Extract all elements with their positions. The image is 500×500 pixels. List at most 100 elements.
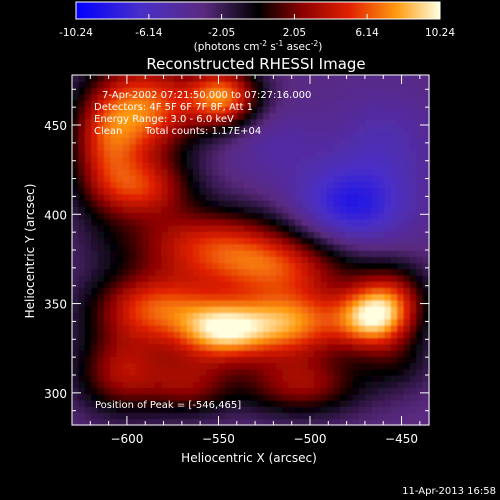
heatmap-cell: [358, 143, 366, 151]
heatmap-cell: [288, 268, 296, 276]
heatmap-cell: [403, 400, 411, 407]
heatmap-cell: [276, 356, 283, 364]
heatmap-cell: [352, 218, 360, 226]
heatmap-cell: [237, 125, 245, 132]
heatmap-cell: [409, 225, 417, 232]
heatmap-cell: [397, 237, 405, 245]
heatmap-cell: [237, 206, 245, 214]
heatmap-cell: [384, 193, 392, 201]
heatmap-cell: [129, 318, 137, 326]
heatmap-cell: [371, 406, 379, 414]
heatmap-cell: [365, 418, 373, 426]
heatmap-cell: [378, 312, 385, 320]
heatmap-cell: [129, 137, 137, 145]
heatmap-cell: [205, 343, 213, 351]
heatmap-cell: [397, 406, 405, 414]
heatmap-cell: [142, 168, 150, 176]
heatmap-cell: [409, 131, 417, 139]
y-tick-label: 450: [44, 119, 67, 133]
heatmap-cell: [301, 112, 309, 120]
heatmap-cell: [212, 75, 220, 82]
heatmap-cell: [212, 337, 220, 345]
heatmap-cell: [205, 331, 213, 339]
heatmap-cell: [314, 250, 322, 257]
heatmap-cell: [263, 250, 271, 257]
heatmap-cell: [123, 312, 130, 320]
heatmap-cell: [72, 200, 79, 207]
heatmap-cell: [384, 406, 392, 414]
heatmap-cell: [193, 300, 201, 307]
heatmap-cell: [186, 150, 194, 157]
heatmap-cell: [384, 93, 392, 101]
heatmap-cell: [193, 318, 201, 326]
heatmap-cell: [263, 243, 271, 251]
heatmap-cell: [339, 87, 347, 95]
heatmap-cell: [91, 387, 99, 395]
heatmap-cell: [314, 406, 322, 414]
heatmap-cell: [174, 275, 181, 282]
heatmap-cell: [116, 375, 124, 382]
heatmap-cell: [180, 193, 188, 201]
heatmap-cell: [161, 143, 169, 151]
heatmap-cell: [244, 100, 252, 107]
heatmap-cell: [78, 368, 86, 376]
heatmap-cell: [148, 256, 156, 264]
peak-position-annotation: Position of Peak = [-546,465]: [95, 400, 241, 411]
heatmap-cell: [269, 387, 277, 395]
heatmap-cell: [186, 206, 194, 214]
heatmap-cell: [371, 231, 379, 239]
heatmap-cell: [288, 150, 296, 157]
heatmap-cell: [422, 81, 430, 89]
heatmap-cell: [135, 412, 143, 420]
heatmap-cell: [84, 212, 92, 220]
heatmap-cell: [256, 225, 264, 232]
heatmap-cell: [371, 143, 379, 151]
heatmap-cell: [352, 106, 360, 114]
heatmap-cell: [72, 387, 79, 395]
heatmap-cell: [346, 262, 354, 270]
heatmap-cell: [358, 381, 366, 389]
heatmap-cell: [339, 212, 347, 220]
heatmap-cell: [205, 225, 213, 232]
heatmap-cell: [84, 268, 92, 276]
heatmap-cell: [390, 287, 398, 295]
heatmap-cell: [269, 243, 277, 251]
heatmap-cell: [346, 337, 354, 345]
heatmap-cell: [110, 100, 118, 107]
heatmap-cell: [263, 318, 271, 326]
heatmap-cell: [339, 406, 347, 414]
heatmap-cell: [276, 150, 283, 157]
heatmap-cell: [282, 225, 290, 232]
heatmap-cell: [135, 312, 143, 320]
heatmap-cell: [154, 256, 162, 264]
heatmap-cell: [282, 300, 290, 307]
heatmap-cell: [333, 168, 341, 176]
heatmap-cell: [333, 400, 341, 407]
heatmap-cell: [161, 118, 169, 126]
heatmap-cell: [422, 368, 430, 376]
heatmap-cell: [91, 287, 99, 295]
heatmap-cell: [231, 75, 239, 82]
heatmap-cell: [352, 225, 360, 232]
heatmap-cell: [416, 81, 424, 89]
heatmap-cell: [212, 281, 220, 289]
heatmap-cell: [84, 300, 92, 307]
heatmap-cell: [250, 131, 258, 139]
heatmap-cell: [225, 325, 232, 332]
heatmap-cell: [110, 218, 118, 226]
heatmap-cell: [269, 281, 277, 289]
heatmap-cell: [314, 200, 322, 207]
heatmap-cell: [116, 75, 124, 82]
heatmap-cell: [384, 300, 392, 307]
heatmap-cell: [378, 406, 385, 414]
heatmap-cell: [276, 81, 283, 89]
heatmap-cell: [352, 381, 360, 389]
heatmap-cell: [263, 181, 271, 189]
heatmap-cell: [282, 131, 290, 139]
heatmap-cell: [123, 293, 130, 301]
heatmap-cell: [103, 118, 111, 126]
heatmap-cell: [218, 362, 226, 370]
heatmap-cell: [123, 181, 130, 189]
heatmap-cell: [180, 387, 188, 395]
heatmap-cell: [167, 243, 175, 251]
